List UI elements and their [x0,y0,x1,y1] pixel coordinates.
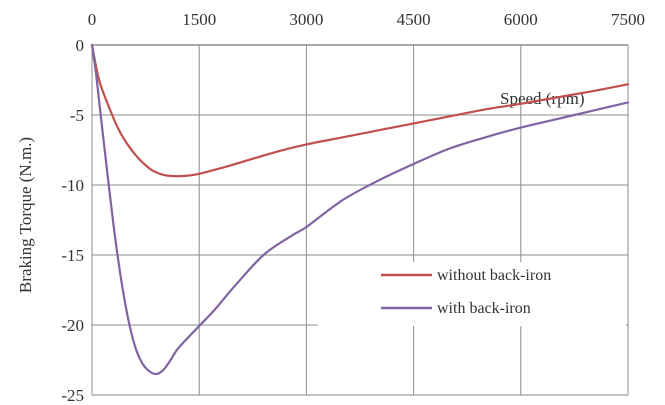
y-tick-label-5: -25 [61,386,84,405]
y-axis-label: Braking Torque (N.m.) [16,137,35,293]
legend-label-0: without back-iron [437,267,551,284]
x-tick-label-0: 0 [88,10,97,29]
x-tick-label-5: 7500 [611,10,645,29]
x-tick-label-4: 6000 [504,10,538,29]
series-line-0 [90,43,630,178]
legend-label-1: with back-iron [437,300,531,317]
legend-background [318,262,626,326]
x-tick-label-3: 4500 [397,10,431,29]
series-line-1 [90,43,630,376]
y-tick-label-0: 0 [76,36,85,55]
y-tick-label-1: -5 [70,106,84,125]
y-tick-label-2: -10 [61,176,84,195]
y-tick-label-3: -15 [61,246,84,265]
x-tick-label-2: 3000 [289,10,323,29]
series-lines [90,43,630,376]
tick-labels: 0 -5 -10 -15 -20 -25 0 1500 3000 4500 6000 7500 [61,10,645,405]
legend: without back-iron with back-iron [318,262,626,326]
y-tick-label-4: -20 [61,316,84,335]
x-tick-label-1: 1500 [182,10,216,29]
